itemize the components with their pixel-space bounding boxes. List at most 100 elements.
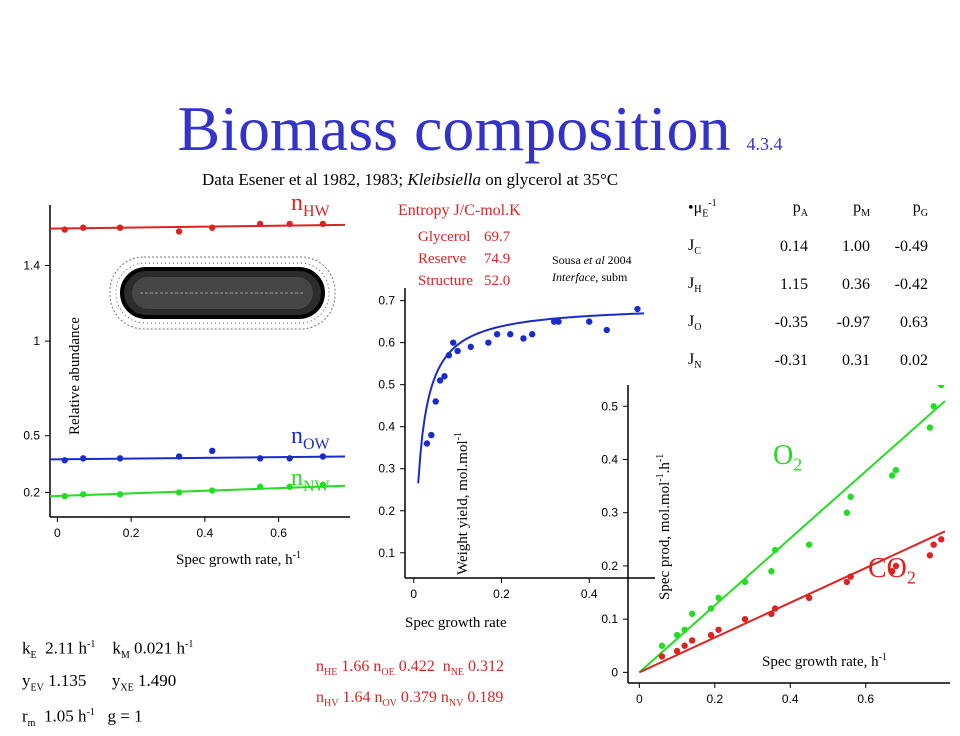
c3-xlabel: Spec growth rate, h-1 <box>762 652 887 670</box>
chart-weight-yield: 0 0.2 0.40.10.20.30.40.50.60.7 <box>378 288 655 601</box>
c1-point-nOW <box>286 455 293 462</box>
c2-point-yield <box>436 377 444 384</box>
c3-series-label-co2: CO2 <box>868 553 916 588</box>
c3-point-O2 <box>658 642 666 649</box>
entropy-heading: Entropy J/C-mol.K <box>398 202 521 219</box>
c1-point-nNW <box>319 481 327 489</box>
c2-xtick-label: 0.4 <box>581 587 598 601</box>
c1-point-nHW <box>116 224 124 231</box>
c1-point-nOW <box>116 455 124 462</box>
c3-point-CO2 <box>768 610 775 618</box>
c2-xtick-label: 0.2 <box>493 587 510 601</box>
c1-point-nNW <box>79 491 87 498</box>
coef-row-jc: JC 0.14 1.00 -0.49 <box>688 236 928 258</box>
c3-xtick-label: 0.2 <box>706 692 723 706</box>
entropy-row-structure: Structure 52.0 <box>418 273 511 289</box>
chart-relative-abundance: 0 0.2 0.4 0.6 0.2 0.5 1 1.4 Relative abundance <box>23 205 350 540</box>
n-values-v: nHV 1.64 nOV 0.379 nNV 0.189 <box>316 689 504 710</box>
c2-point-yield <box>507 331 514 338</box>
c2-ytick-label: 0.7 <box>378 294 395 308</box>
coef-row-jo: JO -0.35 -0.97 0.63 <box>688 312 928 334</box>
c3-fit-CO2 <box>638 530 946 674</box>
c2-ytick-label: 0.1 <box>378 546 395 560</box>
c1-xtick-label: 0.4 <box>197 526 214 540</box>
c1-series-label-nhw: nHW <box>291 190 330 220</box>
chart-spec-prod: 0 0.2 0.4 0.6 0 0.1 0.2 0.3 0.4 0.5 <box>601 385 950 706</box>
c2-point-yield <box>423 440 431 447</box>
entropy-row-reserve: Reserve 74.9 <box>418 251 511 267</box>
c1-point-nOW <box>256 455 264 462</box>
c3-xtick-label: 0.4 <box>782 692 799 706</box>
c3-ytick-label: 0.4 <box>601 453 618 467</box>
c2-point-yield <box>428 431 435 439</box>
c3-point-CO2 <box>888 568 896 575</box>
c1-point-nOW <box>79 455 87 462</box>
c2-point-yield <box>634 305 641 313</box>
c3-point-CO2 <box>688 637 696 644</box>
c3-point-O2 <box>938 385 945 389</box>
param-row-y: yEV 1.135 yXE 1.490 <box>22 671 177 694</box>
n-values-e: nHE 1.66 nOE 0.422 nNE 0.312 <box>316 658 505 679</box>
c3-point-O2 <box>673 631 681 639</box>
c3-series-label-o2: O2 <box>773 440 803 475</box>
c3-point-CO2 <box>805 594 813 602</box>
c3-point-O2 <box>926 424 934 431</box>
c3-point-O2 <box>892 466 900 474</box>
c3-point-O2 <box>843 509 851 516</box>
c3-point-O2 <box>715 594 722 602</box>
c1-fit-nHW <box>49 223 346 230</box>
c1-fit-nOW <box>49 455 346 461</box>
c3-ytick-label: 0.2 <box>601 559 618 573</box>
c2-point-yield <box>603 326 610 334</box>
page-title: Biomass composition 4.3.4 <box>0 92 960 166</box>
coefficient-table: •μE-1 pA pM pG JC 0.14 1.00 -0.49 JH 1.15 0… <box>688 190 928 380</box>
c1-ytick-label: 1.4 <box>23 259 40 273</box>
c2-point-yield <box>441 373 448 380</box>
c3-point-CO2 <box>707 631 715 639</box>
c2-point-yield <box>432 398 439 405</box>
c3-ytick-label: 0.1 <box>601 612 618 626</box>
c3-point-O2 <box>771 546 779 554</box>
c1-point-nOW <box>175 453 183 460</box>
c3-point-CO2 <box>658 653 666 660</box>
subtitle-organism: Kleibsiella <box>407 170 482 189</box>
c3-point-CO2 <box>847 573 854 580</box>
c3-ytick-label: 0 <box>611 665 618 679</box>
c3-point-CO2 <box>681 642 688 649</box>
c3-point-O2 <box>688 610 696 618</box>
c2-point-yield <box>493 331 501 338</box>
c2-point-yield <box>450 339 457 346</box>
coef-row-jh: JH 1.15 0.36 -0.42 <box>688 274 928 296</box>
c3-point-CO2 <box>843 578 851 586</box>
subtitle-post: on glycerol at 35°C <box>481 170 619 189</box>
c2-point-yield <box>454 347 461 355</box>
c3-point-O2 <box>888 472 896 479</box>
c1-point-nHW <box>209 224 216 231</box>
model-parameters: kE 2.11 h-1 kM 0.021 h-1 yEV 1.135 yXE 1… <box>22 632 193 736</box>
coef-row-jn: JN -0.31 0.31 0.02 <box>688 350 928 372</box>
c3-ytick-label: 0.5 <box>601 399 618 413</box>
c3-point-CO2 <box>926 552 934 559</box>
section-number: 4.3.4 <box>746 134 783 154</box>
c1-point-nNW <box>175 489 183 496</box>
c3-fit-O2 <box>638 400 946 674</box>
c1-ylabel: Relative abundance <box>67 317 83 435</box>
bacterium-illustration <box>109 256 336 330</box>
c1-xtick-label: 0 <box>54 526 61 540</box>
c3-point-O2 <box>930 403 937 410</box>
subtitle-pre: Data Esener et al 1982, 1983; <box>202 170 408 189</box>
c2-ytick-label: 0.6 <box>378 336 395 350</box>
c1-point-nHW <box>286 220 293 228</box>
c1-point-nNW <box>116 491 124 498</box>
data-source-note: Data Esener et al 1982, 1983; Kleibsiell… <box>202 170 618 190</box>
c1-point-nOW <box>209 447 216 455</box>
c3-ytick-label: 0.3 <box>601 506 618 520</box>
c1-xtick-label: 0.6 <box>270 526 287 540</box>
c2-xtick-label: 0 <box>410 587 417 601</box>
c2-ytick-label: 0.5 <box>378 378 395 392</box>
c2-ylabel: Weight yield, mol.mol-1 <box>453 432 471 575</box>
c2-point-yield <box>520 335 527 342</box>
n-values: nHE 1.66 nOE 0.422 nNE 0.312 nHV 1.64 nO… <box>316 654 504 716</box>
coef-header-row: •μE-1 pA pM pG <box>688 198 928 220</box>
c3-point-O2 <box>847 493 854 500</box>
